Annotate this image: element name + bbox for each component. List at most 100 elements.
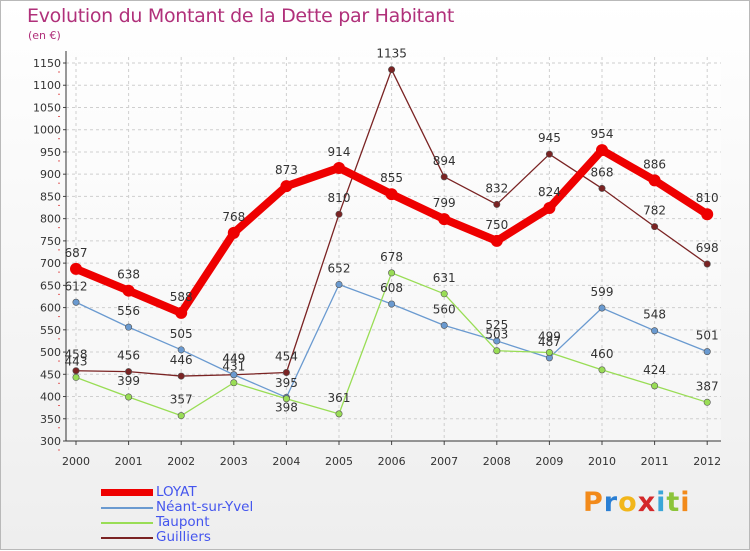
- data-point: [177, 346, 185, 354]
- data-label: 799: [433, 196, 456, 210]
- data-point: [175, 306, 188, 319]
- y-tick-label: 1100: [33, 79, 61, 92]
- legend-swatch-loyat: [101, 489, 153, 496]
- data-label: 560: [433, 302, 456, 316]
- data-label: 588: [170, 290, 193, 304]
- data-label: 460: [591, 347, 614, 361]
- y-tick-label: 350: [40, 413, 61, 426]
- y-tick-label: 300: [40, 435, 61, 448]
- data-point: [651, 327, 659, 335]
- data-point: [125, 323, 133, 331]
- data-label: 449: [222, 352, 245, 366]
- data-label: 505: [170, 327, 193, 341]
- x-tick-label: 2001: [115, 455, 143, 468]
- data-label: 698: [696, 241, 719, 255]
- logo-letter: x: [637, 487, 657, 518]
- data-label: 443: [65, 354, 88, 368]
- data-label: 548: [643, 308, 666, 322]
- data-label: 810: [696, 191, 719, 205]
- data-point: [701, 208, 714, 221]
- data-point: [493, 337, 501, 345]
- data-point: [440, 290, 448, 298]
- data-point: [651, 382, 659, 390]
- legend-swatch-neant-sur-yvel: [101, 507, 153, 509]
- x-tick-label: 2011: [641, 455, 669, 468]
- data-point: [493, 347, 501, 355]
- data-point: [122, 284, 135, 297]
- data-label: 357: [170, 393, 193, 407]
- x-tick-label: 2005: [325, 455, 353, 468]
- data-label: 945: [538, 131, 561, 145]
- data-point: [70, 262, 82, 275]
- data-label: 454: [275, 350, 298, 364]
- logo-letter: r: [603, 487, 619, 518]
- logo-letter: o: [618, 487, 638, 518]
- logo-letter: i: [680, 487, 691, 518]
- data-label: 556: [117, 304, 140, 318]
- y-tick-label: 950: [40, 146, 61, 159]
- data-label: 499: [538, 330, 561, 344]
- data-label: 832: [485, 181, 508, 195]
- data-point: [598, 304, 606, 312]
- y-tick-label: 500: [40, 346, 61, 359]
- data-label: 687: [65, 246, 88, 260]
- y-tick-label: 1050: [33, 101, 61, 114]
- data-label: 782: [643, 204, 666, 218]
- data-point: [125, 368, 133, 376]
- data-label: 424: [643, 363, 666, 377]
- data-point: [545, 150, 553, 158]
- logo-letter: t: [666, 487, 681, 518]
- data-point: [490, 234, 503, 247]
- legend-item-loyat: LOYAT: [101, 485, 361, 500]
- data-point: [72, 367, 80, 375]
- y-tick-label: 900: [40, 168, 61, 181]
- legend-item-guilliers: Guilliers: [101, 530, 361, 545]
- data-label: 458: [65, 348, 88, 362]
- data-label: 894: [433, 154, 456, 168]
- legend-item-taupont: Taupont: [101, 515, 361, 530]
- data-label: 954: [591, 127, 614, 141]
- x-tick-label: 2008: [483, 455, 511, 468]
- data-point: [177, 372, 185, 380]
- data-point: [282, 395, 290, 403]
- chart-title: Evolution du Montant de la Dette par Hab…: [27, 5, 455, 27]
- y-tick-label: 800: [40, 213, 61, 226]
- x-tick-label: 2009: [535, 455, 563, 468]
- data-point: [333, 161, 345, 174]
- data-label: 503: [485, 328, 508, 342]
- legend-label-guilliers: Guilliers: [156, 529, 211, 545]
- logo-letter: P: [583, 487, 604, 518]
- data-point: [440, 173, 448, 181]
- data-point: [648, 174, 661, 187]
- data-label: 824: [538, 185, 561, 199]
- data-point: [230, 379, 238, 387]
- data-label: 1135: [376, 47, 407, 61]
- data-point: [388, 269, 396, 277]
- data-label: 914: [328, 145, 351, 159]
- x-tick-label: 2004: [272, 455, 300, 468]
- data-label: 361: [328, 391, 351, 405]
- data-point: [703, 348, 711, 356]
- y-tick-label: 450: [40, 368, 61, 381]
- data-label: 501: [696, 329, 719, 343]
- data-label: 399: [117, 374, 140, 388]
- data-label: 395: [275, 376, 298, 390]
- data-point: [543, 201, 556, 214]
- data-label: 599: [591, 285, 614, 299]
- data-point: [385, 188, 398, 201]
- data-point: [598, 366, 606, 374]
- x-tick-label: 2006: [378, 455, 406, 468]
- data-label: 873: [275, 163, 298, 177]
- y-tick-label: 1000: [33, 124, 61, 137]
- data-point: [125, 393, 133, 401]
- x-tick-label: 2007: [430, 455, 458, 468]
- y-tick-label: 1150: [33, 57, 61, 70]
- chart-unit: (en €): [28, 29, 61, 42]
- legend-label-loyat: LOYAT: [156, 484, 197, 500]
- y-tick-label: 650: [40, 279, 61, 292]
- y-tick-label: 750: [40, 235, 61, 248]
- x-tick-label: 2010: [588, 455, 616, 468]
- plot-area: [66, 57, 721, 441]
